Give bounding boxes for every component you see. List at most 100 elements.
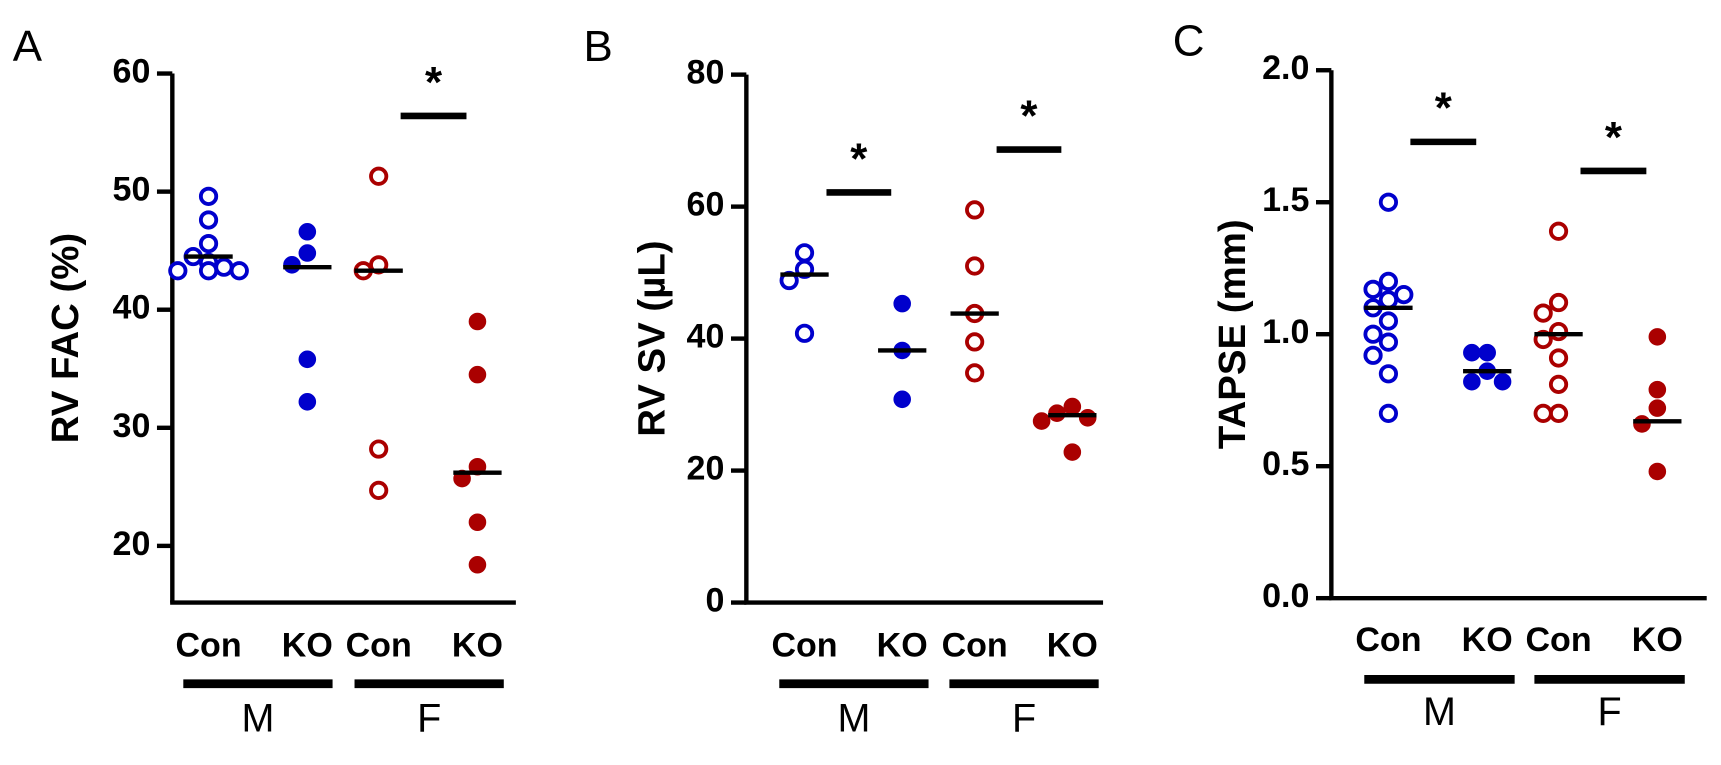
data-point bbox=[298, 222, 317, 241]
group-label: M bbox=[837, 697, 870, 741]
y-axis-label: TAPSE (mm) bbox=[1211, 219, 1254, 449]
data-point bbox=[1548, 321, 1569, 342]
x-tick-label: Con bbox=[346, 627, 412, 665]
data-point bbox=[168, 261, 188, 281]
data-point bbox=[965, 363, 985, 383]
data-point bbox=[198, 186, 219, 206]
data-point bbox=[1378, 311, 1399, 331]
data-point bbox=[965, 256, 985, 276]
data-point bbox=[1463, 372, 1481, 391]
x-tick-label: Con bbox=[1355, 621, 1421, 659]
data-point bbox=[1548, 221, 1569, 241]
data-point bbox=[1378, 364, 1399, 384]
x-tick-label: KO bbox=[1047, 627, 1098, 665]
x-tick-label: KO bbox=[282, 627, 333, 665]
data-point bbox=[1394, 285, 1414, 305]
panel-label: B bbox=[584, 22, 613, 71]
data-point bbox=[1648, 462, 1667, 481]
y-tick-label: 40 bbox=[687, 318, 725, 356]
group-label: F bbox=[417, 697, 441, 741]
group-label: M bbox=[1423, 690, 1456, 734]
data-point bbox=[369, 480, 389, 500]
data-point bbox=[369, 166, 389, 186]
data-point bbox=[468, 555, 487, 574]
data-point bbox=[283, 256, 301, 274]
y-tick-label: 2.0 bbox=[1262, 49, 1309, 87]
y-tick-label: 60 bbox=[113, 53, 151, 91]
x-tick-label: Con bbox=[771, 627, 837, 665]
significance-star: * bbox=[1020, 91, 1038, 140]
data-point bbox=[1378, 403, 1399, 423]
data-point bbox=[893, 390, 911, 409]
data-point bbox=[1533, 303, 1553, 323]
y-tick-label: 1.5 bbox=[1262, 181, 1309, 219]
data-point bbox=[1378, 290, 1399, 310]
x-tick-label: KO bbox=[1632, 621, 1683, 659]
data-point bbox=[1648, 328, 1667, 346]
x-tick-label: Con bbox=[175, 627, 241, 665]
y-tick-label: 1.0 bbox=[1262, 313, 1309, 351]
data-point bbox=[1548, 292, 1569, 313]
y-axis-label: RV FAC (%) bbox=[44, 233, 87, 444]
data-point bbox=[1063, 397, 1082, 416]
y-tick-label: 0.5 bbox=[1262, 445, 1309, 483]
data-point bbox=[369, 439, 389, 459]
data-point bbox=[1648, 380, 1667, 399]
data-point bbox=[1032, 412, 1051, 430]
significance-star: * bbox=[1605, 113, 1623, 162]
y-tick-label: 60 bbox=[687, 186, 725, 224]
x-tick-label: KO bbox=[1462, 621, 1513, 659]
data-point bbox=[1363, 345, 1383, 365]
data-point bbox=[1548, 374, 1569, 394]
data-point bbox=[1548, 403, 1569, 423]
data-point bbox=[198, 233, 219, 254]
data-point bbox=[468, 513, 487, 532]
data-point bbox=[794, 243, 815, 263]
data-point bbox=[229, 261, 249, 281]
data-point bbox=[893, 294, 911, 313]
y-tick-label: 0 bbox=[705, 582, 724, 620]
data-point bbox=[1378, 271, 1399, 292]
group-label: F bbox=[1598, 690, 1622, 734]
y-tick-label: 0.0 bbox=[1262, 577, 1309, 615]
x-tick-label: KO bbox=[877, 627, 928, 665]
data-point bbox=[1378, 192, 1399, 212]
data-point bbox=[965, 332, 985, 352]
data-point bbox=[298, 350, 317, 369]
data-point bbox=[1478, 343, 1496, 362]
data-point bbox=[794, 323, 815, 343]
y-axis-label: RV SV (µL) bbox=[630, 240, 673, 436]
data-point bbox=[1463, 343, 1481, 362]
x-tick-label: KO bbox=[452, 627, 503, 665]
data-point bbox=[214, 257, 234, 277]
data-point bbox=[198, 210, 219, 230]
data-point bbox=[1493, 372, 1512, 391]
data-point bbox=[1063, 443, 1082, 461]
data-point bbox=[198, 261, 219, 281]
y-tick-label: 30 bbox=[113, 407, 151, 445]
significance-star: * bbox=[1435, 84, 1453, 133]
significance-star: * bbox=[850, 134, 868, 183]
data-point bbox=[468, 312, 487, 331]
data-point bbox=[1363, 279, 1383, 299]
data-point bbox=[298, 244, 317, 262]
panel-label: C bbox=[1173, 16, 1205, 65]
data-point bbox=[1548, 348, 1569, 368]
group-label: F bbox=[1012, 697, 1036, 741]
data-point bbox=[298, 393, 317, 411]
data-point bbox=[965, 200, 985, 220]
x-tick-label: Con bbox=[1525, 621, 1591, 659]
data-point bbox=[1633, 415, 1651, 433]
data-point bbox=[1533, 403, 1553, 423]
group-label: M bbox=[241, 697, 274, 741]
y-tick-label: 40 bbox=[113, 289, 151, 327]
data-point bbox=[1363, 324, 1383, 344]
data-point bbox=[1648, 399, 1667, 417]
y-tick-label: 80 bbox=[687, 54, 725, 92]
x-tick-label: Con bbox=[942, 627, 1008, 665]
y-tick-label: 50 bbox=[113, 171, 151, 209]
data-point bbox=[468, 365, 487, 384]
y-tick-label: 20 bbox=[113, 525, 151, 563]
significance-star: * bbox=[425, 58, 443, 107]
